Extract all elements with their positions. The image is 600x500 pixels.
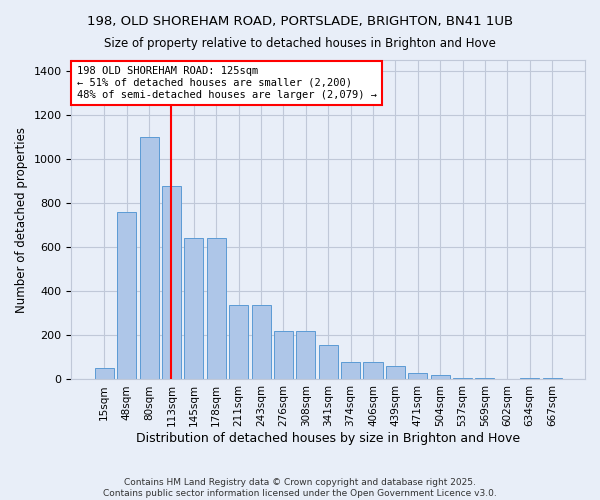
Bar (319, 346, 338, 380)
Y-axis label: Number of detached properties: Number of detached properties (15, 126, 28, 312)
Bar (207, 238, 226, 380)
Bar (408, 373, 427, 380)
Text: Size of property relative to detached houses in Brighton and Hove: Size of property relative to detached ho… (104, 38, 496, 51)
Text: 198 OLD SHOREHAM ROAD: 125sqm
← 51% of detached houses are smaller (2,200)
48% o: 198 OLD SHOREHAM ROAD: 125sqm ← 51% of d… (77, 66, 377, 100)
Text: 198, OLD SHOREHAM ROAD, PORTSLADE, BRIGHTON, BN41 1UB: 198, OLD SHOREHAM ROAD, PORTSLADE, BRIGH… (87, 15, 513, 28)
Bar (184, 238, 203, 380)
Bar (274, 331, 293, 380)
Text: Contains HM Land Registry data © Crown copyright and database right 2025.
Contai: Contains HM Land Registry data © Crown c… (103, 478, 497, 498)
Bar (475, 378, 494, 380)
Bar (520, 378, 539, 380)
Bar (140, 137, 158, 380)
Bar (117, 212, 136, 380)
Bar (431, 375, 449, 380)
Bar (386, 366, 405, 380)
Bar (251, 304, 271, 380)
Bar (542, 378, 562, 380)
Bar (341, 362, 360, 380)
Bar (296, 331, 316, 380)
Bar (229, 304, 248, 380)
Bar (162, 186, 181, 380)
Bar (364, 362, 383, 380)
X-axis label: Distribution of detached houses by size in Brighton and Hove: Distribution of detached houses by size … (136, 432, 520, 445)
Bar (95, 368, 114, 380)
Bar (453, 378, 472, 380)
